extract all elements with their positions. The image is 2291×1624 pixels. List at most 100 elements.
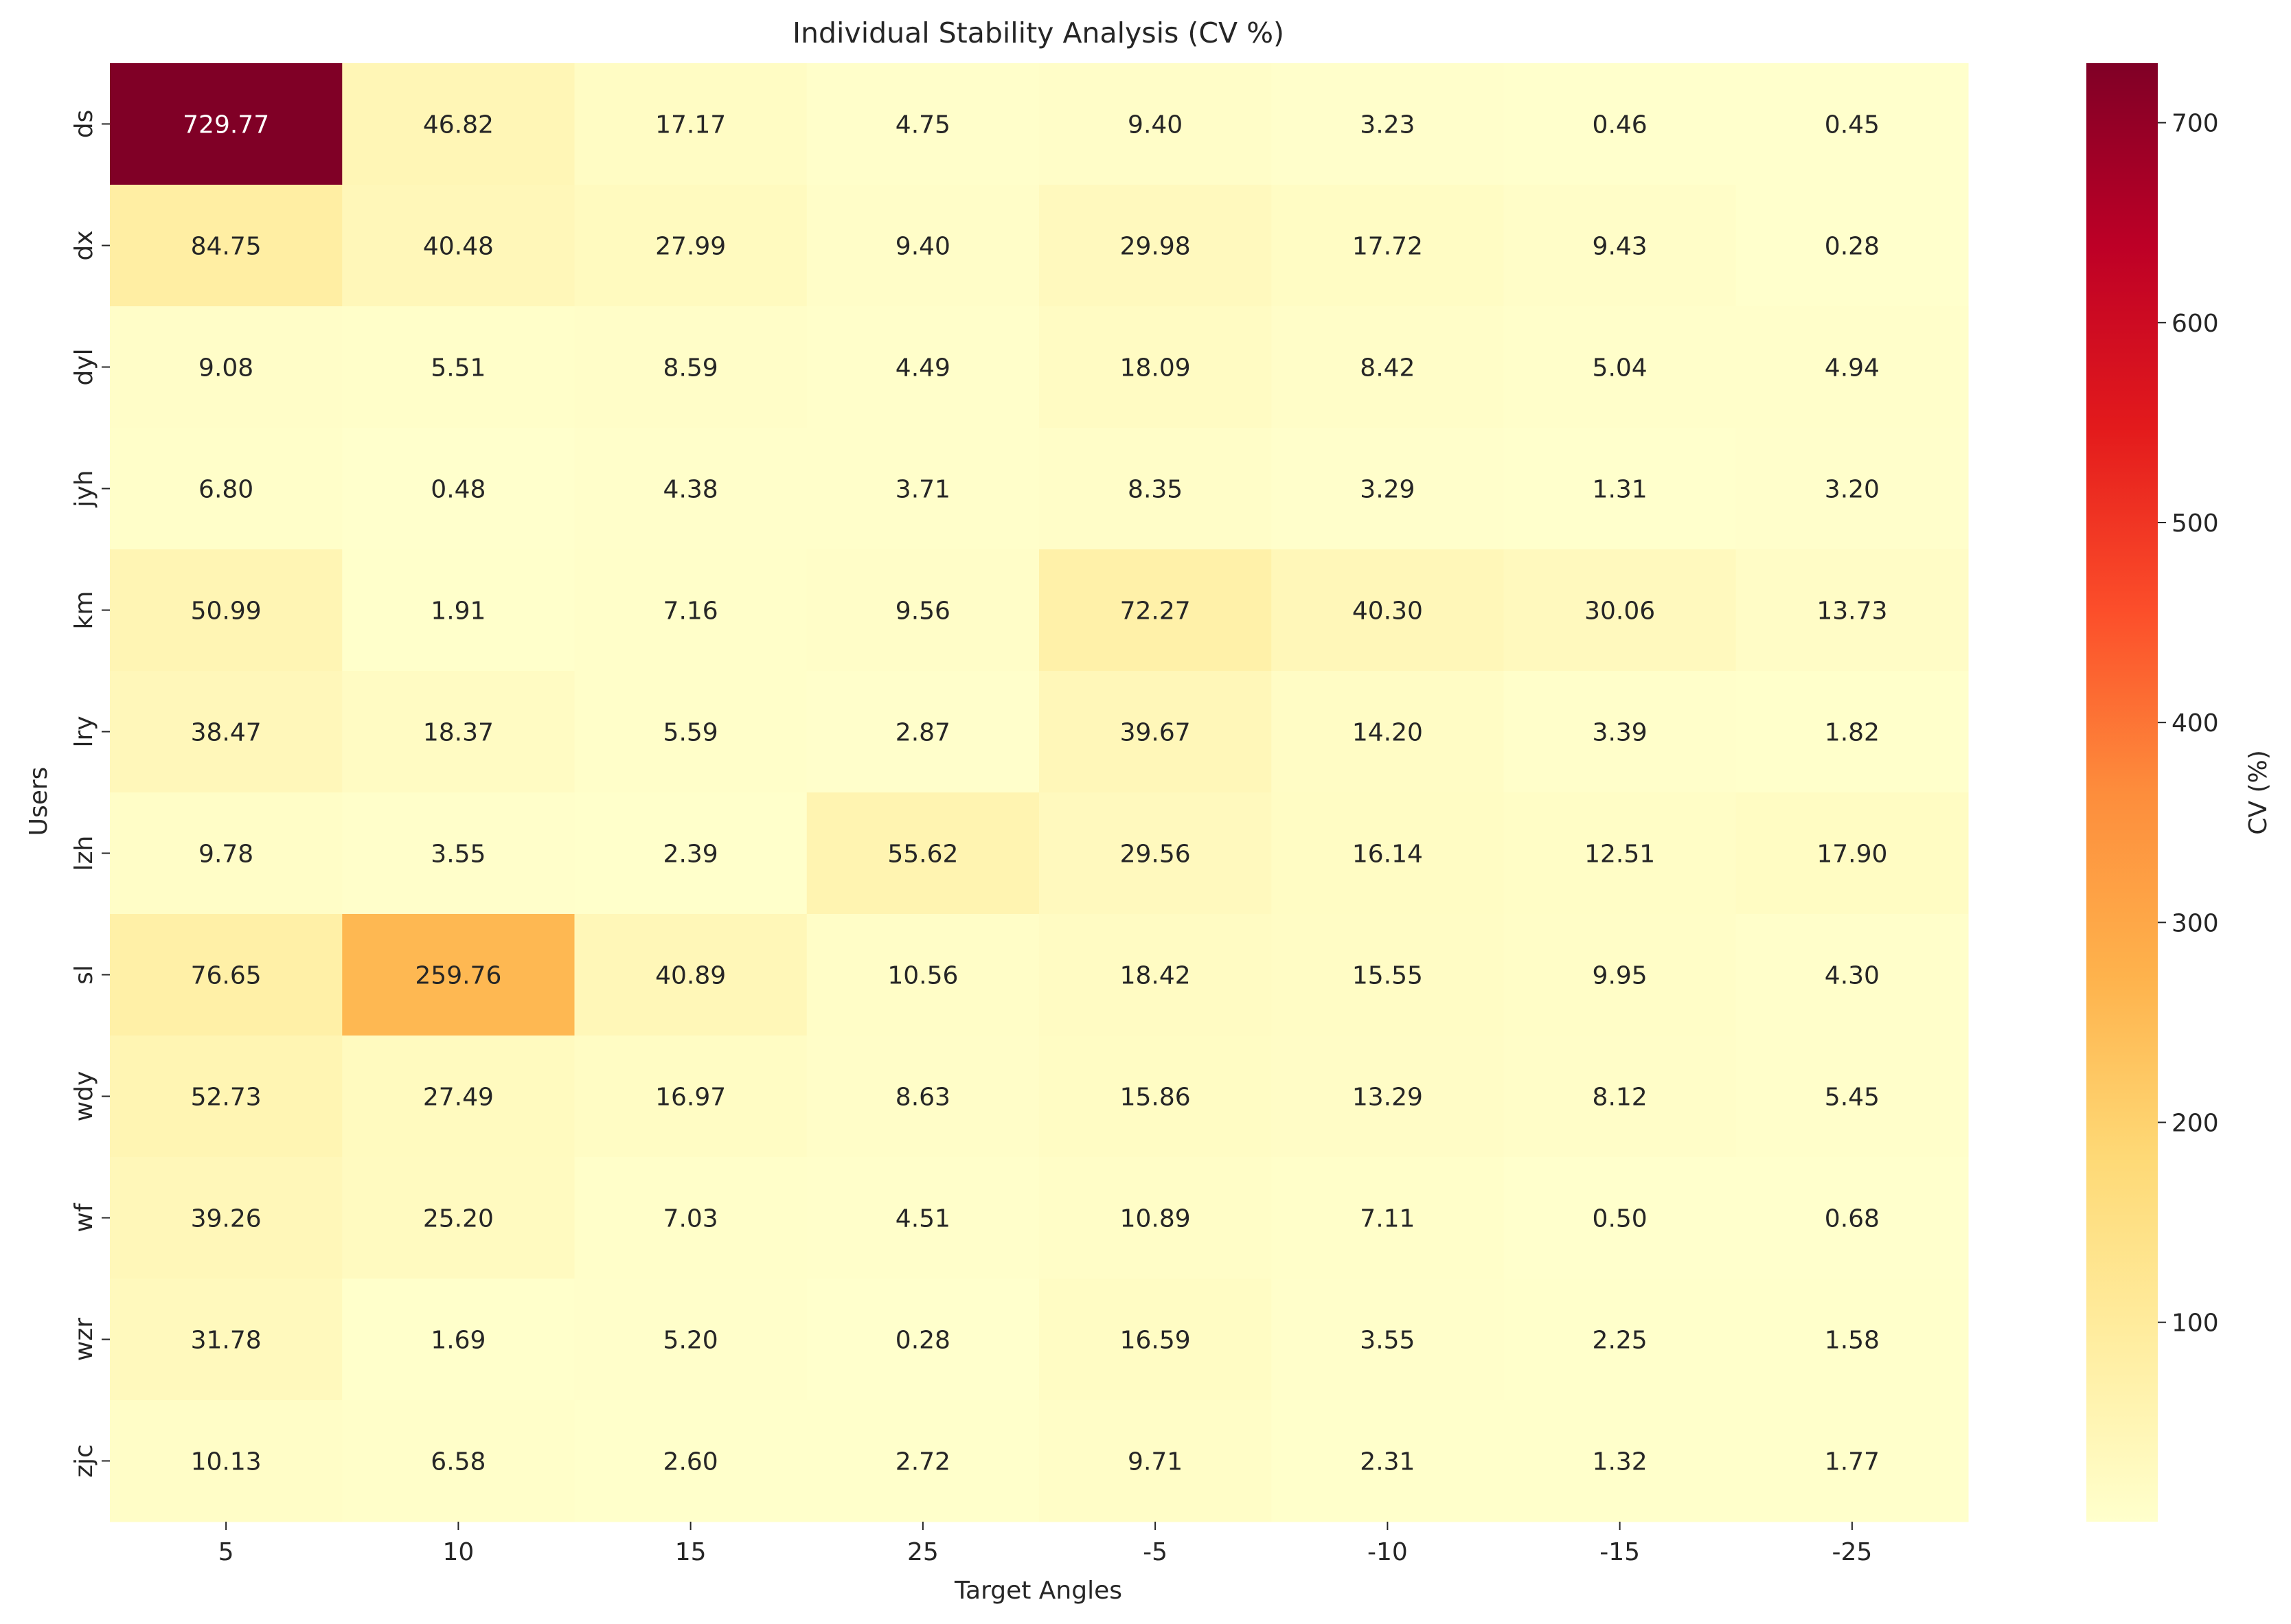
cell-value-label: 9.56 bbox=[896, 597, 950, 626]
cell-value-label: 13.29 bbox=[1352, 1084, 1423, 1112]
heatmap-cell bbox=[1503, 1400, 1737, 1522]
heatmap-cell bbox=[342, 671, 575, 793]
x-axis-label: Target Angles bbox=[954, 1577, 1122, 1605]
cell-value-label: 39.67 bbox=[1120, 719, 1191, 747]
heatmap-cell bbox=[1735, 1157, 1969, 1279]
cell-value-label: 40.89 bbox=[655, 962, 726, 990]
cell-value-label: 40.30 bbox=[1352, 597, 1423, 626]
heatmap-cell bbox=[342, 306, 575, 428]
cell-value-label: 7.16 bbox=[663, 597, 718, 626]
heatmap-cell bbox=[574, 792, 808, 915]
heatmap-cell bbox=[1039, 1157, 1272, 1279]
heatmap-cell bbox=[1039, 306, 1272, 428]
x-tick-label: 5 bbox=[218, 1538, 234, 1566]
heatmap-cell bbox=[1039, 914, 1272, 1036]
cell-value-label: 17.72 bbox=[1352, 233, 1423, 261]
heatmap-cell bbox=[806, 1400, 1040, 1522]
colorbar-tick-label: 200 bbox=[2172, 1109, 2219, 1137]
heatmap-cell bbox=[1039, 671, 1272, 793]
cell-value-label: 30.06 bbox=[1584, 597, 1655, 626]
heatmap-cell bbox=[110, 306, 343, 428]
heatmap-cell bbox=[806, 1036, 1040, 1158]
cell-value-label: 10.89 bbox=[1120, 1205, 1191, 1233]
cell-value-label: 1.58 bbox=[1825, 1327, 1880, 1355]
x-tick-label: -5 bbox=[1143, 1538, 1167, 1566]
cell-value-label: 7.11 bbox=[1360, 1205, 1415, 1233]
heatmap-cell bbox=[342, 914, 575, 1036]
cell-value-label: 18.09 bbox=[1120, 354, 1191, 382]
heatmap-cell bbox=[342, 185, 575, 307]
heatmap-cell bbox=[1503, 914, 1737, 1036]
cell-value-label: 9.40 bbox=[1128, 111, 1183, 139]
y-tick-label: wzr bbox=[70, 1318, 98, 1361]
cell-value-label: 4.49 bbox=[896, 354, 950, 382]
cell-value-label: 3.39 bbox=[1593, 719, 1648, 747]
heatmap-cell bbox=[1271, 1400, 1504, 1522]
heatmap-cell bbox=[1735, 1400, 1969, 1522]
cell-value-label: 1.91 bbox=[431, 597, 486, 626]
heatmap-cell bbox=[806, 914, 1040, 1036]
y-tick-label: dx bbox=[70, 230, 98, 260]
cell-value-label: 2.39 bbox=[663, 840, 718, 869]
heatmap-cell bbox=[574, 1036, 808, 1158]
cell-value-label: 2.60 bbox=[663, 1448, 718, 1476]
cell-value-label: 8.63 bbox=[896, 1084, 950, 1112]
heatmap-cell bbox=[574, 1400, 808, 1522]
cell-value-label: 3.71 bbox=[896, 476, 950, 504]
heatmap-cell bbox=[1503, 63, 1737, 185]
heatmap-cell bbox=[110, 549, 343, 672]
cell-value-label: 1.82 bbox=[1825, 719, 1880, 747]
cell-value-label: 0.50 bbox=[1593, 1205, 1648, 1233]
heatmap-cell bbox=[342, 1279, 575, 1401]
heatmap-cell bbox=[1503, 428, 1737, 550]
cell-value-label: 39.26 bbox=[191, 1205, 262, 1233]
y-tick-label: wdy bbox=[70, 1071, 98, 1122]
cell-value-label: 15.86 bbox=[1120, 1084, 1191, 1112]
cell-value-label: 0.28 bbox=[1825, 233, 1880, 261]
cell-value-label: 0.68 bbox=[1825, 1205, 1880, 1233]
heatmap-cell bbox=[1503, 549, 1737, 672]
cell-value-label: 27.99 bbox=[655, 233, 726, 261]
cell-value-label: 16.59 bbox=[1120, 1327, 1191, 1355]
heatmap-cell bbox=[1735, 185, 1969, 307]
heatmap-cell bbox=[1503, 671, 1737, 793]
heatmap-cell bbox=[342, 1400, 575, 1522]
cell-value-label: 27.49 bbox=[423, 1084, 494, 1112]
cell-value-label: 0.48 bbox=[431, 476, 486, 504]
cell-value-label: 0.28 bbox=[896, 1327, 950, 1355]
heatmap-cell bbox=[574, 914, 808, 1036]
heatmap-cell bbox=[1503, 185, 1737, 307]
cell-value-label: 13.73 bbox=[1816, 597, 1887, 626]
cell-value-label: 2.72 bbox=[896, 1448, 950, 1476]
heatmap-cell bbox=[1271, 671, 1504, 793]
cell-value-label: 4.75 bbox=[896, 111, 950, 139]
colorbar bbox=[2086, 63, 2158, 1522]
cell-value-label: 29.56 bbox=[1120, 840, 1191, 869]
y-tick-label: wf bbox=[70, 1202, 98, 1232]
cell-value-label: 5.04 bbox=[1593, 354, 1648, 382]
heatmap-cell bbox=[574, 671, 808, 793]
x-tick-label: -15 bbox=[1599, 1538, 1640, 1566]
heatmap-cell bbox=[110, 185, 343, 307]
heatmap-cell bbox=[1735, 306, 1969, 428]
cell-value-label: 3.23 bbox=[1360, 111, 1415, 139]
heatmap-cell bbox=[1735, 792, 1969, 915]
heatmap-cell bbox=[806, 1157, 1040, 1279]
cell-value-label: 8.35 bbox=[1128, 476, 1183, 504]
cell-value-label: 8.12 bbox=[1593, 1084, 1648, 1112]
heatmap-cell bbox=[342, 1036, 575, 1158]
heatmap-cell bbox=[1503, 1279, 1737, 1401]
cell-value-label: 16.97 bbox=[655, 1084, 726, 1112]
cell-value-label: 18.37 bbox=[423, 719, 494, 747]
heatmap-cell bbox=[1271, 185, 1504, 307]
cell-value-label: 12.51 bbox=[1584, 840, 1655, 869]
heatmap-cell bbox=[1039, 792, 1272, 915]
cell-value-label: 4.94 bbox=[1825, 354, 1880, 382]
cell-value-label: 7.03 bbox=[663, 1205, 718, 1233]
colorbar-tick-label: 500 bbox=[2172, 510, 2219, 538]
heatmap-cell bbox=[806, 185, 1040, 307]
heatmap-cell bbox=[806, 306, 1040, 428]
colorbar-tick-label: 600 bbox=[2172, 310, 2219, 338]
y-axis-label: Users bbox=[25, 767, 53, 836]
heatmap-cell bbox=[1271, 1279, 1504, 1401]
